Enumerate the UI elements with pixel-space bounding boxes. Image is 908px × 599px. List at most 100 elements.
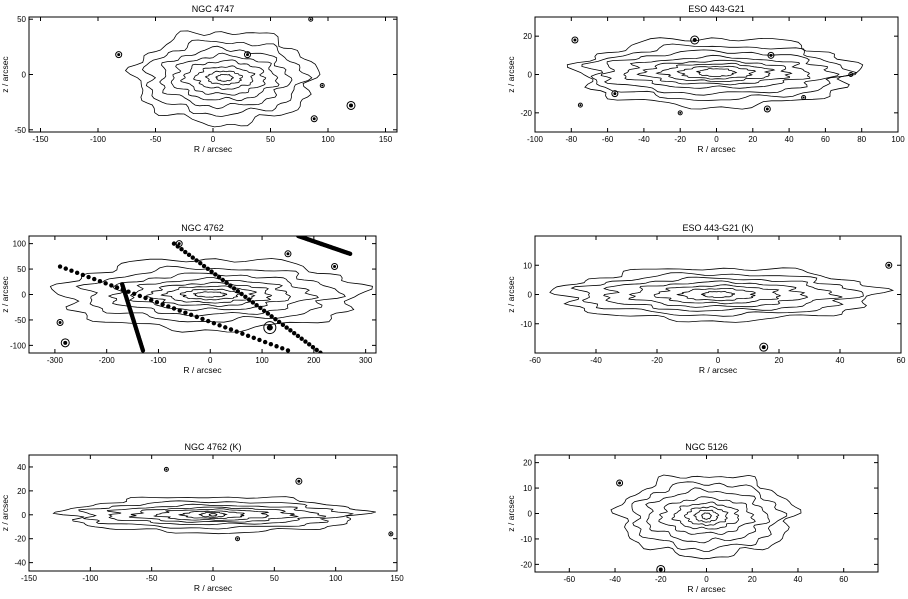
star-contour <box>175 240 183 248</box>
star-core <box>58 320 62 324</box>
trail-dot <box>268 341 274 347</box>
foreground-star <box>56 318 64 326</box>
trail-dot <box>257 337 262 343</box>
isophote-contour <box>628 280 809 308</box>
x-tick-label: 150 <box>379 135 393 144</box>
star-contour <box>56 318 64 326</box>
trail-dot <box>200 316 205 322</box>
trail-dot <box>322 353 326 357</box>
x-tick-label: 300 <box>359 356 373 365</box>
foreground-star <box>235 536 241 542</box>
x-tick-label: 0 <box>211 135 216 144</box>
trail-dot <box>171 241 177 246</box>
isophote-contour <box>141 39 313 117</box>
isophote-contour <box>179 288 243 301</box>
foreground-star <box>263 321 277 335</box>
x-tick-label: -50 <box>150 135 162 144</box>
x-tick-label: 60 <box>821 135 830 144</box>
isophote-contour <box>192 291 228 298</box>
y-tick-label: -50 <box>14 126 26 135</box>
star-contour <box>759 342 769 352</box>
trail-dot <box>131 291 137 297</box>
y-axis-label: z / arcsec <box>506 276 516 313</box>
foreground-star <box>310 115 318 123</box>
plot-area <box>610 474 802 572</box>
star-core <box>286 252 290 256</box>
y-tick-label: 20 <box>523 459 532 468</box>
trail-dot <box>154 299 160 305</box>
star-core <box>177 242 181 246</box>
x-tick-label: -200 <box>99 356 116 365</box>
y-tick-label: -20 <box>520 109 532 118</box>
isophote-contour <box>655 62 776 82</box>
star-contour <box>885 261 893 269</box>
y-tick-label: 40 <box>17 463 26 472</box>
plot-frame <box>534 16 899 133</box>
foreground-star <box>60 338 70 348</box>
star-core <box>246 53 249 57</box>
foreground-star <box>295 477 303 485</box>
foreground-star <box>577 102 583 108</box>
trail-dot <box>235 288 241 294</box>
y-tick-label: -20 <box>14 535 26 544</box>
x-tick-label: 50 <box>270 574 279 583</box>
x-tick-label: -150 <box>32 135 49 144</box>
trail-dot <box>126 289 131 294</box>
star-contour <box>319 83 325 89</box>
trail-dot <box>205 266 211 272</box>
star-contour <box>571 36 579 44</box>
plot-area <box>52 466 394 542</box>
trail-dot <box>310 344 316 350</box>
foreground-star <box>690 35 700 45</box>
isophote-contour <box>124 30 321 128</box>
star-core <box>573 38 577 42</box>
panel-title: NGC 5126 <box>685 442 728 452</box>
foreground-star <box>763 105 771 113</box>
isophote-contour <box>603 276 843 312</box>
x-tick-label: -20 <box>651 356 663 365</box>
y-tick-label: 0 <box>22 291 27 300</box>
trail-dot <box>183 249 188 255</box>
star-core <box>802 96 805 99</box>
x-tick-label: -40 <box>590 356 602 365</box>
y-axis-label: z / arcsec <box>0 56 10 93</box>
y-tick-label: -10 <box>520 320 532 329</box>
x-tick-label: 100 <box>321 135 335 144</box>
star-contour <box>577 102 583 108</box>
trail-dot <box>114 285 120 290</box>
trail-dot <box>160 302 165 307</box>
trail-dot <box>314 347 319 353</box>
trail-dot <box>274 344 279 349</box>
trail-dot <box>205 318 211 324</box>
trail-dot <box>288 328 293 333</box>
isophote-contour <box>653 284 782 305</box>
trail-dot <box>211 320 217 326</box>
plot-area <box>549 261 895 352</box>
x-tick-label: 80 <box>857 135 866 144</box>
isophote-contour <box>204 70 243 86</box>
foreground-star <box>885 261 893 269</box>
panel-2: -100 -80 -60 -40 -20 0 20 40 60 80 100 -20 0 20 ESO 44… <box>506 4 905 154</box>
trail-dot <box>166 304 171 309</box>
trail-dot <box>171 306 177 311</box>
panel-title: NGC 4747 <box>192 4 235 14</box>
trail-dot <box>143 295 148 301</box>
trail-dot <box>347 251 353 257</box>
foreground-star <box>244 51 251 59</box>
y-axis-label: z / arcsec <box>506 56 516 93</box>
star-core <box>312 117 316 121</box>
trail-dot <box>80 272 86 278</box>
trail-dot <box>209 269 214 274</box>
foreground-star <box>284 250 292 258</box>
panel-title: ESO 443-G21 <box>688 4 745 14</box>
star-contour <box>284 250 292 258</box>
isophote-contour <box>208 513 218 517</box>
isophote-contour <box>153 508 270 521</box>
trail-dot <box>216 275 222 280</box>
trail-dot <box>261 308 267 313</box>
y-tick-label: -10 <box>520 535 532 544</box>
trail-dot <box>239 291 244 297</box>
x-tick-label: 60 <box>839 575 848 584</box>
star-contour <box>388 531 394 537</box>
panel-title: NGC 4762 (K) <box>184 442 241 452</box>
